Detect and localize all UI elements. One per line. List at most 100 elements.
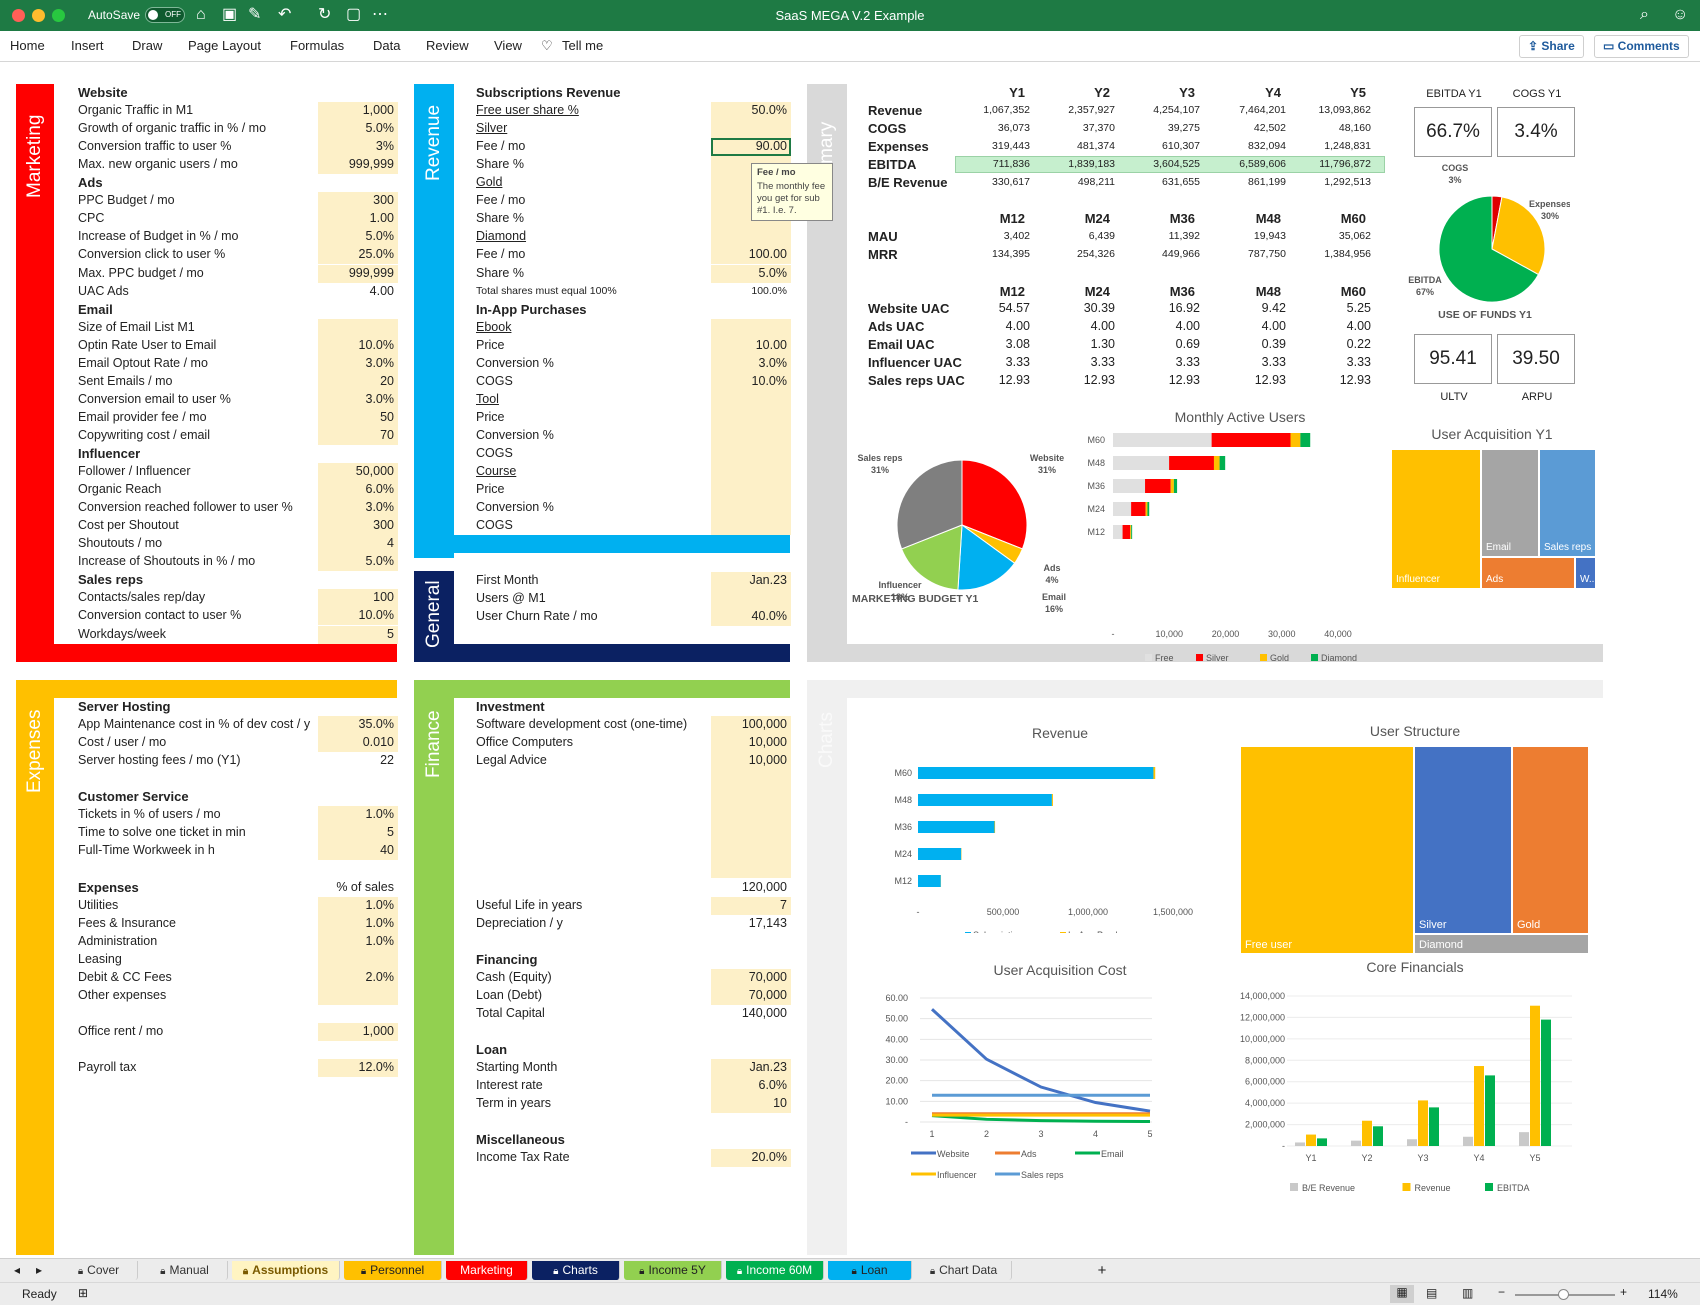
tab-page-layout[interactable]: Page Layout xyxy=(188,38,262,53)
row-value[interactable]: 3.0% xyxy=(758,355,788,370)
zoom-out-button[interactable]: − xyxy=(1498,1285,1506,1299)
row-value[interactable]: 10,000 xyxy=(748,735,787,750)
row-value[interactable]: 100 xyxy=(373,590,394,605)
row-value[interactable]: 5 xyxy=(387,626,394,641)
sheet-tab-marketing[interactable]: Marketing xyxy=(446,1261,528,1280)
row-value[interactable]: 5.0% xyxy=(365,229,395,244)
search-icon[interactable]: ⌕ xyxy=(1640,6,1649,23)
sheet-tab-loan[interactable]: 🔒︎ Loan xyxy=(828,1261,912,1280)
sheet-tab-manual[interactable]: 🔒︎ Manual xyxy=(142,1261,228,1280)
row-value[interactable]: 70,000 xyxy=(748,987,787,1002)
autosave-toggle[interactable]: OFF xyxy=(145,7,185,23)
row-value[interactable]: 40.0% xyxy=(751,609,787,624)
tab-review[interactable]: Review xyxy=(426,38,469,53)
row-value[interactable]: 5.0% xyxy=(365,554,395,569)
row-value[interactable]: 6.0% xyxy=(758,1078,788,1093)
zoom-in-button[interactable]: + xyxy=(1620,1285,1628,1299)
sheet-tab-personnel[interactable]: 🔒︎ Personnel xyxy=(344,1261,442,1280)
row-value[interactable]: 70,000 xyxy=(748,969,787,984)
sheet-tab-income-5y[interactable]: 🔒︎ Income 5Y xyxy=(624,1261,722,1280)
row-value[interactable]: 4 xyxy=(387,536,394,551)
row-value[interactable]: 10.0% xyxy=(358,608,394,623)
row-value[interactable]: 7 xyxy=(780,897,787,912)
save-icon[interactable]: ▣ xyxy=(222,6,238,23)
minimize-window-button[interactable] xyxy=(32,9,45,22)
share-button[interactable]: ⇪ Share xyxy=(1519,35,1584,58)
row-value[interactable]: 70 xyxy=(380,427,394,442)
row-value[interactable]: 1.0% xyxy=(365,807,395,822)
row-value[interactable]: 5.0% xyxy=(758,265,788,280)
normal-view-icon[interactable]: ▦ xyxy=(1390,1285,1414,1303)
page-break-view-icon[interactable]: ▥ xyxy=(1462,1286,1474,1300)
save-as-icon[interactable]: ✎ xyxy=(248,6,262,23)
sheet-tab-income-60m[interactable]: 🔒︎ Income 60M xyxy=(726,1261,824,1280)
account-icon[interactable]: ☺ xyxy=(1672,6,1689,23)
row-value[interactable]: 999,999 xyxy=(348,157,394,172)
row-value[interactable]: 10 xyxy=(773,1096,787,1111)
row-value[interactable]: 3.0% xyxy=(365,355,395,370)
row-value[interactable]: 1,000 xyxy=(362,103,394,118)
row-value[interactable]: 1,000 xyxy=(362,1023,394,1038)
row-value[interactable]: 20 xyxy=(380,373,394,388)
row-value[interactable]: 6.0% xyxy=(365,482,395,497)
row-value[interactable]: 300 xyxy=(373,518,394,533)
tab-insert[interactable]: Insert xyxy=(71,38,104,53)
row-value[interactable]: 10.0% xyxy=(358,337,394,352)
sheet-tab-chart-data[interactable]: 🔒︎ Chart Data xyxy=(916,1261,1012,1280)
close-window-button[interactable] xyxy=(12,9,25,22)
macro-record-icon[interactable]: ⊞ xyxy=(78,1286,89,1300)
redo-icon[interactable]: ↻ xyxy=(318,6,332,23)
row-value[interactable]: 1.0% xyxy=(365,933,395,948)
more-icon[interactable]: ⋯ xyxy=(372,6,388,23)
zoom-level[interactable]: 114% xyxy=(1648,1287,1678,1301)
row-value[interactable]: 1.0% xyxy=(365,897,395,912)
sheet-tab-cover[interactable]: 🔒︎ Cover xyxy=(60,1261,138,1280)
home-icon[interactable]: ⌂ xyxy=(196,6,206,23)
row-value[interactable]: 3.0% xyxy=(365,500,395,515)
row-value[interactable]: 0.010 xyxy=(362,735,394,750)
row-value[interactable]: 100.00 xyxy=(748,247,787,262)
tab-view[interactable]: View xyxy=(494,38,522,53)
row-value[interactable]: 40 xyxy=(380,843,394,858)
next-sheet-arrow[interactable]: ▸ xyxy=(35,1263,43,1277)
row-value[interactable]: 5.0% xyxy=(365,121,395,136)
row-value[interactable]: 300 xyxy=(373,193,394,208)
row-value[interactable]: 100,000 xyxy=(741,717,787,732)
tab-formulas[interactable]: Formulas xyxy=(290,38,345,53)
row-value[interactable]: Jan.23 xyxy=(749,573,787,587)
prev-sheet-arrow[interactable]: ◂ xyxy=(13,1263,21,1277)
tab-home[interactable]: Home xyxy=(10,38,45,53)
tab-draw[interactable]: Draw xyxy=(132,38,163,53)
row-value[interactable]: 1.00 xyxy=(369,211,394,226)
row-value[interactable]: 1.0% xyxy=(365,915,395,930)
row-value[interactable]: 999,999 xyxy=(348,265,394,280)
row-value[interactable]: 20.0% xyxy=(751,1150,787,1165)
row-value[interactable]: 10.00 xyxy=(755,337,787,352)
tab-data[interactable]: Data xyxy=(373,38,401,53)
worksheet-grid[interactable]: Marketing Website Organic Traffic in M1 1,… xyxy=(0,63,1700,1258)
row-value[interactable]: 10,000 xyxy=(748,753,787,768)
row-value[interactable]: Jan.23 xyxy=(749,1060,787,1074)
row-value[interactable]: 50 xyxy=(380,409,394,424)
row-value[interactable]: 5 xyxy=(387,825,394,840)
row-value[interactable]: 3.0% xyxy=(365,391,395,406)
zoom-window-button[interactable] xyxy=(52,9,65,22)
undo-icon[interactable]: ↶ xyxy=(278,6,292,23)
row-value[interactable]: 35.0% xyxy=(358,717,394,732)
new-document-icon[interactable]: ▢ xyxy=(346,6,362,23)
row-value[interactable]: 3% xyxy=(375,139,394,154)
row-value[interactable]: 25.0% xyxy=(358,247,394,262)
row-value[interactable]: 10.0% xyxy=(751,373,787,388)
row-value[interactable]: 50.0% xyxy=(751,103,787,118)
tell-me-search[interactable]: Tell me xyxy=(562,38,604,53)
add-sheet-button[interactable]: + xyxy=(1097,1262,1107,1279)
row-value[interactable]: 2.0% xyxy=(365,969,395,984)
row-value[interactable]: 12.0% xyxy=(358,1060,394,1074)
page-layout-view-icon[interactable]: ▤ xyxy=(1426,1286,1438,1300)
row-value[interactable]: 90.00 xyxy=(755,139,787,154)
sheet-tab-assumptions[interactable]: 🔒︎ Assumptions xyxy=(232,1261,340,1280)
sheet-tab-charts[interactable]: 🔒︎ Charts xyxy=(532,1261,620,1280)
row-value[interactable]: 50,000 xyxy=(355,464,394,479)
comments-button[interactable]: ▭ Comments xyxy=(1594,35,1689,58)
zoom-slider-handle[interactable] xyxy=(1558,1289,1569,1300)
